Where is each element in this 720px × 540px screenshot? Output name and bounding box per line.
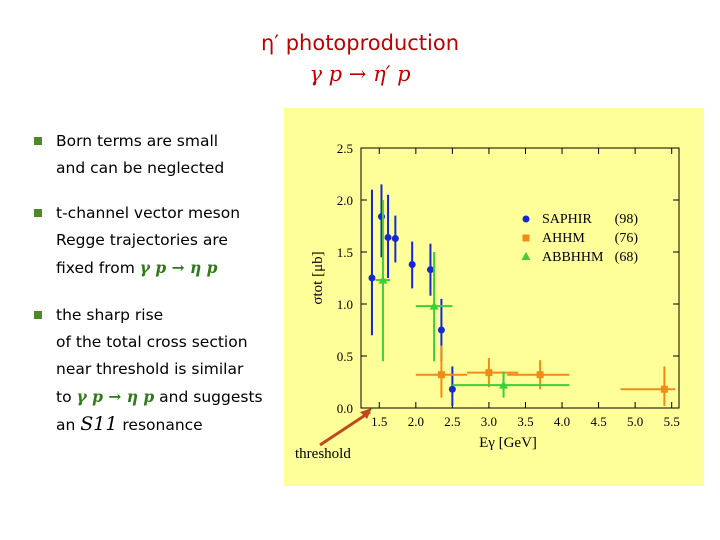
legend-year: (76) <box>615 231 639 246</box>
legend-marker <box>522 215 530 223</box>
bullet-square-icon <box>34 137 42 145</box>
data-point <box>378 275 388 284</box>
legend-year: (68) <box>615 250 639 265</box>
bullet-text: and can be neglected <box>56 159 225 177</box>
plot-frame <box>360 147 680 409</box>
threshold-arrow <box>319 410 371 447</box>
bullet-text-line: to γ p → η p and suggests <box>56 383 282 411</box>
bullet-text: the sharp rise <box>56 306 164 324</box>
x-tick-label: 1.5 <box>371 414 387 429</box>
bullet-text: resonance <box>117 416 203 434</box>
threshold-arrowhead <box>360 408 372 419</box>
y-tick-label: 0.0 <box>337 401 353 416</box>
bullet-square-icon <box>34 209 42 217</box>
x-tick-label: 3.5 <box>517 414 533 429</box>
bullet-text-line: fixed from γ p → η p <box>56 254 282 282</box>
legend-marker <box>522 234 530 242</box>
x-tick-label: 3.0 <box>481 414 497 429</box>
bullet-text: an <box>56 416 81 434</box>
bullet-t-channel: t-channel vector meson Regge trajectorie… <box>32 200 282 282</box>
y-tick-label: 2.5 <box>337 141 353 156</box>
x-tick-label: 5.5 <box>664 414 680 429</box>
data-point <box>485 369 493 377</box>
x-tick-label: 4.0 <box>554 414 570 429</box>
bullet-text: to <box>56 388 77 406</box>
reaction-eta: γ p → η p <box>76 387 155 406</box>
data-point <box>536 371 544 379</box>
bullet-text: of the total cross section <box>56 333 248 351</box>
bullet-born-terms: Born terms are small and can be neglecte… <box>32 128 282 182</box>
y-tick-label: 0.5 <box>337 349 353 364</box>
bullet-text: fixed from <box>56 259 140 277</box>
slide-reaction: γ p → η′ p <box>309 62 411 86</box>
y-tick-label: 2.0 <box>337 193 353 208</box>
data-point <box>437 371 445 379</box>
bullet-text: t-channel vector meson <box>56 204 241 222</box>
data-point <box>437 326 445 334</box>
bullet-square-icon <box>34 311 42 319</box>
x-tick-label: 4.5 <box>590 414 606 429</box>
data-point <box>426 266 434 274</box>
data-point <box>391 234 399 242</box>
bullet-sharp-rise: the sharp rise of the total cross sectio… <box>32 302 282 439</box>
reaction-eta: γ p → η p <box>139 258 218 277</box>
x-tick-label: 2.5 <box>444 414 460 429</box>
legend-year: (98) <box>615 212 639 227</box>
legend-label: AHHM <box>542 231 585 246</box>
x-tick-label: 2.0 <box>408 414 424 429</box>
slide-title: η′ photoproduction <box>260 31 460 55</box>
bullet-text: and suggests <box>154 388 263 406</box>
legend-label: SAPHIR <box>542 212 592 227</box>
legend-label: ABBHHM <box>542 250 604 265</box>
data-point <box>384 233 392 241</box>
x-axis-label: Eγ [GeV] <box>479 435 537 451</box>
data-point <box>429 301 439 310</box>
threshold-label: threshold <box>295 446 351 462</box>
data-point <box>660 385 668 393</box>
y-tick-label: 1.5 <box>337 245 353 260</box>
data-point <box>448 385 456 393</box>
y-axis-label: σtot [μb] <box>310 251 326 304</box>
data-point <box>368 274 376 282</box>
bullet-text: Regge trajectories are <box>56 231 228 249</box>
bullet-text-line: an S11 resonance <box>56 411 282 439</box>
bullet-list: Born terms are small and can be neglecte… <box>32 128 282 453</box>
y-tick-label: 1.0 <box>337 297 353 312</box>
data-point <box>499 380 509 389</box>
legend-marker <box>521 252 531 260</box>
bullet-text: near threshold is similar <box>56 360 244 378</box>
bullet-text: Born terms are small <box>56 132 219 150</box>
data-point <box>408 260 416 268</box>
resonance-label: S11 <box>80 413 118 435</box>
x-tick-label: 5.0 <box>627 414 643 429</box>
